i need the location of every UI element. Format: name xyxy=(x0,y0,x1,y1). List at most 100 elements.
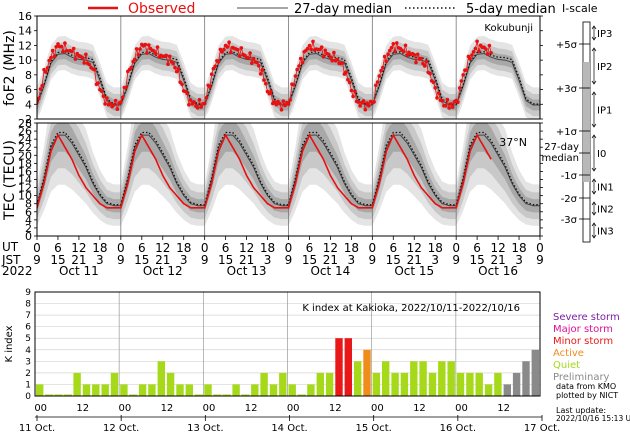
kindex-day-label: 14 Oct. xyxy=(271,423,307,434)
observed-point xyxy=(105,96,109,100)
observed-point xyxy=(82,61,86,65)
observed-point xyxy=(188,98,193,102)
kindex-hour-label: 12 xyxy=(245,403,258,414)
observed-point xyxy=(395,41,399,45)
observed-point xyxy=(291,83,296,87)
observed-point xyxy=(388,48,392,53)
ut-tick-label: 12 xyxy=(155,241,170,255)
observed-point xyxy=(468,57,472,61)
observed-point xyxy=(377,74,382,78)
observed-point xyxy=(356,100,361,104)
kindex-bar xyxy=(419,361,427,396)
observed-point xyxy=(473,46,478,51)
observed-point xyxy=(37,96,41,101)
observed-point xyxy=(167,54,172,59)
y-tick-label: 2 xyxy=(25,222,32,235)
observed-line xyxy=(37,133,492,209)
jst-tick-label: 15 xyxy=(218,253,233,267)
observed-point xyxy=(92,68,97,72)
sigma-band-inner xyxy=(37,123,540,213)
jst-tick-label: 15 xyxy=(386,253,401,267)
observed-point xyxy=(185,91,189,96)
kindex-y-tick-label: 9 xyxy=(25,288,31,298)
iscale-median-label: 27-day xyxy=(544,142,579,153)
observed-point xyxy=(255,60,259,65)
iscale-title: I-scale xyxy=(562,2,598,15)
jst-tick-label: 21 xyxy=(155,253,170,267)
kindex-legend-item: Active xyxy=(553,348,584,359)
observed-point xyxy=(367,104,371,108)
kindex-bar xyxy=(484,384,493,396)
observed-point xyxy=(180,82,184,87)
kindex-bar xyxy=(391,372,399,396)
observed-point xyxy=(71,46,76,51)
observed-point xyxy=(43,70,48,74)
observed-point xyxy=(358,104,362,108)
observed-point xyxy=(138,47,142,51)
jst-tick-label: 15 xyxy=(50,253,65,267)
jst-tick-label: 9 xyxy=(369,253,377,267)
kindex-y-tick-label: 0 xyxy=(25,392,31,402)
day-label: Oct 16 xyxy=(478,264,518,278)
observed-point xyxy=(246,56,251,60)
ut-tick-label: 12 xyxy=(490,241,505,255)
observed-point xyxy=(115,107,120,111)
ut-tick-label: 6 xyxy=(473,241,481,255)
observed-point xyxy=(309,47,314,52)
station-label: Kokubunji xyxy=(484,23,533,34)
observed-point xyxy=(431,80,436,85)
jst-tick-label: 9 xyxy=(536,253,544,267)
kindex-hour-label: 00 xyxy=(203,403,216,414)
observed-point xyxy=(56,42,60,46)
observed-point xyxy=(414,60,418,65)
ut-tick-label: 0 xyxy=(201,241,209,255)
observed-point xyxy=(344,70,348,74)
observed-point xyxy=(164,53,168,58)
kindex-bar xyxy=(185,384,193,396)
observed-point xyxy=(278,101,282,106)
ut-tick-label: 18 xyxy=(176,241,191,255)
kindex-bar xyxy=(447,361,455,396)
observed-point xyxy=(456,100,460,104)
jst-tick-label: 3 xyxy=(264,253,272,267)
jst-tick-label: 21 xyxy=(490,253,505,267)
day-label: Oct 13 xyxy=(227,264,267,278)
iscale-sigma-label: +1σ xyxy=(556,127,578,138)
legend: Observed 27-day median 5-day median xyxy=(88,1,556,17)
kindex-legend-item: Severe storm xyxy=(553,312,620,323)
day-label: Oct 12 xyxy=(143,264,183,278)
observed-point xyxy=(361,99,366,103)
observed-point xyxy=(391,42,396,46)
iscale-arrowhead xyxy=(591,134,597,172)
observed-point xyxy=(166,62,170,66)
observed-point xyxy=(199,105,203,109)
y-tick-label: 22 xyxy=(18,141,32,154)
observed-point xyxy=(422,64,427,68)
kindex-gridlines xyxy=(35,292,540,396)
ut-tick-label: 0 xyxy=(536,241,544,255)
observed-point xyxy=(274,102,279,107)
observed-point xyxy=(307,43,312,48)
legend-median5-label: 5-day median xyxy=(466,2,556,17)
observed-point xyxy=(154,52,158,56)
observed-point xyxy=(489,51,493,55)
iscale-arrowhead xyxy=(591,201,597,216)
observed-point xyxy=(283,103,287,108)
kindex-ylabel: K index xyxy=(4,325,15,362)
kindex-bar xyxy=(260,372,268,396)
observed-point xyxy=(447,106,452,110)
kindex-bar xyxy=(354,361,362,396)
observed-point xyxy=(101,94,106,98)
iscale-level-label: IN2 xyxy=(597,205,614,216)
observed-point xyxy=(286,102,291,106)
kindex-legend-item: Quiet xyxy=(553,360,580,371)
iscale-arrowhead xyxy=(591,222,597,239)
observed-point xyxy=(38,87,43,91)
ut-tick-label: 18 xyxy=(511,241,526,255)
median5-line xyxy=(37,51,540,105)
ut-tick-label: 6 xyxy=(389,241,397,255)
observed-point xyxy=(335,57,340,62)
observed-point xyxy=(381,65,385,70)
